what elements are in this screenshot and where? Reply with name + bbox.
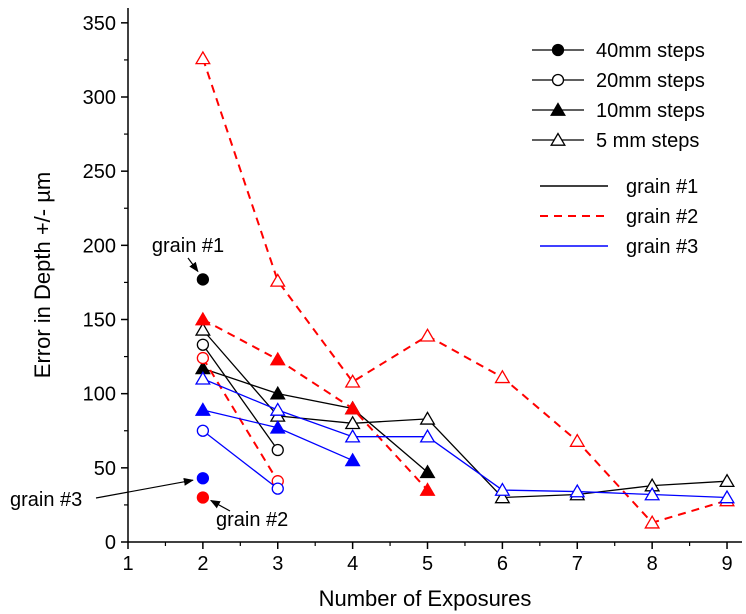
y-tick-label: 350 bbox=[83, 13, 116, 35]
data-point bbox=[197, 353, 208, 364]
legend-label: 5 mm steps bbox=[596, 130, 699, 152]
data-point bbox=[197, 274, 208, 285]
y-tick-label: 250 bbox=[83, 161, 116, 183]
data-point bbox=[196, 403, 210, 415]
data-point bbox=[271, 353, 285, 365]
annotation: grain #1 bbox=[152, 235, 224, 271]
data-point bbox=[196, 52, 210, 64]
data-point bbox=[346, 454, 360, 466]
series-grain2-40mmsteps bbox=[197, 492, 208, 503]
legend-label: 10mm steps bbox=[596, 100, 705, 122]
legend-marker-open-circle bbox=[553, 75, 564, 86]
x-tick-label: 4 bbox=[347, 553, 358, 575]
annotation: grain #3 bbox=[10, 480, 193, 511]
annotation-label: grain #3 bbox=[10, 489, 82, 511]
y-tick-label: 300 bbox=[83, 87, 116, 109]
series-grain2-5mmsteps bbox=[196, 52, 734, 528]
series-line bbox=[203, 345, 278, 450]
x-tick-label: 6 bbox=[497, 553, 508, 575]
x-tick-label: 9 bbox=[721, 553, 732, 575]
y-axis-title: Error in Depth +/- µm bbox=[30, 172, 55, 378]
x-tick-label: 5 bbox=[422, 553, 433, 575]
x-tick-label: 3 bbox=[272, 553, 283, 575]
x-tick-label: 8 bbox=[647, 553, 658, 575]
annotation-label: grain #2 bbox=[216, 509, 288, 531]
axes: 1 2 3 4 5 6 7 8 9 0 50 100 150 200 250 300 350 Number of … bbox=[30, 8, 742, 611]
data-point bbox=[197, 492, 208, 503]
data-point bbox=[271, 403, 285, 415]
y-tick-label: 50 bbox=[94, 458, 116, 480]
series-grain1-40mmsteps bbox=[197, 274, 208, 285]
annotation-arrow bbox=[96, 480, 193, 498]
series-grain2-10mmsteps bbox=[196, 313, 434, 495]
legend-label: grain #3 bbox=[626, 236, 698, 258]
x-tick-label: 1 bbox=[122, 553, 133, 575]
data-point bbox=[346, 375, 360, 387]
y-tick-label: 200 bbox=[83, 235, 116, 257]
annotation-arrow bbox=[188, 258, 198, 271]
data-point bbox=[421, 412, 435, 424]
legend-label: grain #1 bbox=[626, 176, 698, 198]
data-point bbox=[197, 473, 208, 484]
data-point bbox=[496, 371, 510, 383]
series-grain3-40mmsteps bbox=[197, 473, 208, 484]
x-tick-label: 7 bbox=[572, 553, 583, 575]
data-point bbox=[421, 484, 435, 496]
data-point bbox=[197, 339, 208, 350]
data-point bbox=[496, 484, 510, 496]
legend: 40mm steps 20mm steps 10mm steps 5 mm steps… bbox=[532, 40, 705, 258]
series-line bbox=[203, 358, 278, 481]
legend-marker-filled-circle bbox=[553, 45, 564, 56]
data-point bbox=[271, 387, 285, 399]
y-tick-label: 100 bbox=[83, 384, 116, 406]
annotation-label: grain #1 bbox=[152, 235, 224, 257]
x-tick-label: 2 bbox=[197, 553, 208, 575]
series-group bbox=[196, 52, 734, 528]
data-point bbox=[196, 313, 210, 325]
data-point bbox=[421, 329, 435, 341]
legend-label: grain #2 bbox=[626, 206, 698, 228]
legend-label: 40mm steps bbox=[596, 40, 705, 62]
data-point bbox=[720, 475, 734, 487]
x-axis-title: Number of Exposures bbox=[319, 586, 532, 611]
data-point bbox=[570, 435, 584, 447]
y-tick-label: 0 bbox=[105, 532, 116, 554]
data-point bbox=[272, 483, 283, 494]
series-line bbox=[203, 320, 428, 491]
annotation: grain #2 bbox=[211, 501, 288, 532]
data-point bbox=[197, 425, 208, 436]
data-point bbox=[272, 445, 283, 456]
legend-label: 20mm steps bbox=[596, 70, 705, 92]
data-point bbox=[271, 274, 285, 286]
y-tick-label: 150 bbox=[83, 310, 116, 332]
series-grain3-20mmsteps bbox=[197, 425, 283, 494]
series-line bbox=[203, 431, 278, 489]
